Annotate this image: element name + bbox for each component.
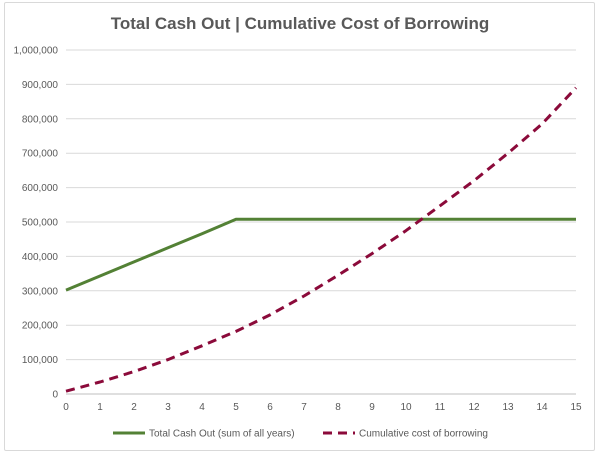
x-tick-label: 9 <box>369 402 375 413</box>
x-tick-label: 15 <box>570 402 582 413</box>
y-tick-label: 500,000 <box>22 218 59 229</box>
y-tick-label: 300,000 <box>22 286 59 297</box>
series-line-1 <box>65 86 578 393</box>
x-tick-label: 0 <box>63 402 69 413</box>
chart-title: Total Cash Out | Cumulative Cost of Borr… <box>111 14 489 33</box>
x-tick-label: 13 <box>502 402 514 413</box>
y-axis-ticks: 0 100,000 200,000 300,000 400,000 500,000 600,… <box>14 46 59 401</box>
y-tick-label: 100,000 <box>22 355 59 366</box>
x-tick-label: 11 <box>435 402 446 413</box>
y-tick-label: 800,000 <box>22 114 59 125</box>
x-tick-label: 14 <box>536 402 548 413</box>
x-tick-label: 3 <box>165 402 171 413</box>
legend-label-0: Total Cash Out (sum of all years) <box>149 429 295 440</box>
series-line-0 <box>65 217 576 292</box>
x-tick-label: 5 <box>233 402 239 413</box>
x-tick-label: 8 <box>335 402 341 413</box>
y-tick-label: 400,000 <box>22 252 59 263</box>
x-tick-label: 12 <box>468 402 480 413</box>
x-axis-ticks: 0 1 2 3 4 5 6 7 8 9 10 11 12 13 14 15 <box>63 402 582 413</box>
y-tick-label: 700,000 <box>22 149 59 160</box>
y-tick-label: 1,000,000 <box>14 46 59 57</box>
x-tick-label: 2 <box>131 402 137 413</box>
series-lines <box>65 86 578 393</box>
chart-frame <box>4 2 595 451</box>
x-tick-label: 10 <box>400 402 412 413</box>
x-tick-label: 7 <box>301 402 307 413</box>
y-tick-label: 600,000 <box>22 183 59 194</box>
x-tick-label: 4 <box>199 402 205 413</box>
y-tick-label: 0 <box>52 390 58 401</box>
legend: Total Cash Out (sum of all years) Cumulat… <box>113 429 488 440</box>
y-tick-label: 200,000 <box>22 321 59 332</box>
x-tick-label: 1 <box>97 402 103 413</box>
x-tick-label: 6 <box>267 402 273 413</box>
legend-label-1: Cumulative cost of borrowing <box>359 429 488 440</box>
y-tick-label: 900,000 <box>22 80 59 91</box>
gridlines <box>66 49 576 395</box>
